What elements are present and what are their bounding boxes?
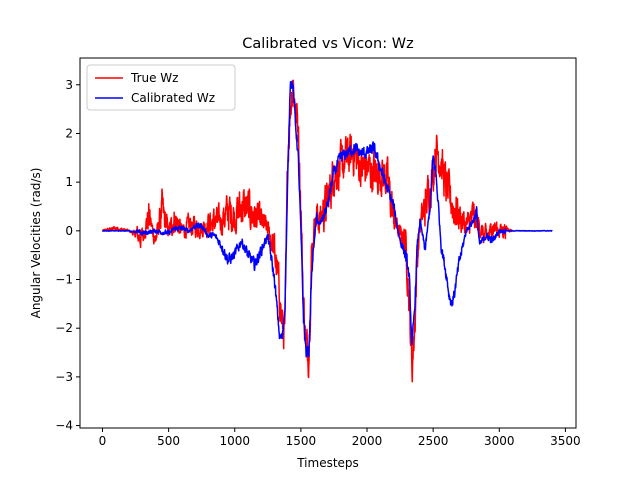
x-axis-label: Timesteps <box>296 456 359 470</box>
x-tick-label: 2000 <box>352 434 383 448</box>
x-tick-label: 1500 <box>286 434 317 448</box>
y-axis: −4 −3 −2 −1 0 1 2 3 <box>55 78 80 433</box>
y-tick-label: 0 <box>65 224 73 238</box>
x-tick-label: 3000 <box>484 434 515 448</box>
legend-label: Calibrated Wz <box>131 91 215 105</box>
plot-lines <box>101 79 553 383</box>
x-tick-label: 2500 <box>418 434 449 448</box>
y-tick-label: −1 <box>55 273 73 287</box>
legend-label: True Wz <box>130 71 178 85</box>
series-line-2 <box>102 80 553 358</box>
y-tick-label: 3 <box>65 78 73 92</box>
x-tick-label: 500 <box>157 434 180 448</box>
y-axis-label: Angular Velocities (rad/s) <box>29 168 43 319</box>
x-tick-label: 1000 <box>219 434 250 448</box>
x-axis: 0 500 1000 1500 2000 2500 3000 3500 <box>99 428 581 448</box>
y-tick-label: −4 <box>55 419 73 433</box>
legend-box <box>86 64 236 111</box>
chart-title: Calibrated vs Vicon: Wz <box>242 36 413 52</box>
y-tick-label: −3 <box>55 370 73 384</box>
legend: True Wz Calibrated Wz <box>86 64 236 111</box>
x-tick-label: 0 <box>99 434 107 448</box>
axes-frame <box>79 57 577 429</box>
y-tick-label: 1 <box>65 175 73 189</box>
x-tick-label: 3500 <box>550 434 581 448</box>
y-tick-label: −2 <box>55 321 73 335</box>
y-tick-label: 2 <box>65 126 73 140</box>
series-line-1 <box>101 79 514 383</box>
